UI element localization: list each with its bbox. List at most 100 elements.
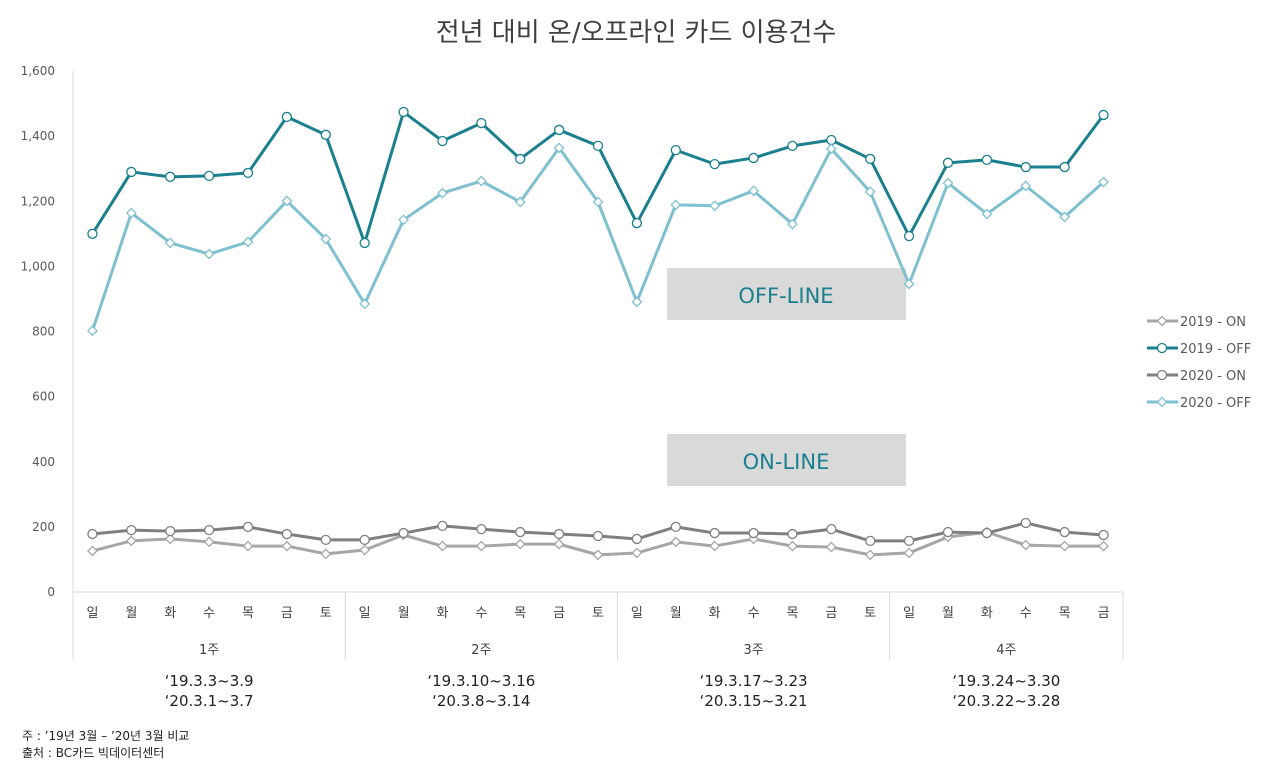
series-2020-off-point bbox=[942, 177, 954, 189]
series-2019-off-point bbox=[553, 124, 565, 136]
series-2019-on-point bbox=[125, 535, 137, 547]
x-tick-label: 수 bbox=[203, 606, 215, 621]
group-label: 4주 bbox=[996, 643, 1016, 658]
x-tick-label: 일 bbox=[631, 606, 643, 621]
legend-marker bbox=[1156, 369, 1168, 381]
series-2020-off-point bbox=[592, 196, 604, 208]
series-2020-on-point bbox=[398, 527, 409, 539]
legend-label: 2019 - ON bbox=[1180, 315, 1246, 330]
series-2020-on-point bbox=[203, 524, 215, 536]
series-2020-off-point bbox=[903, 278, 915, 290]
y-tick-label: 1,000 bbox=[21, 259, 55, 273]
series-2019-on-point bbox=[514, 538, 526, 550]
series-2020-off-point bbox=[553, 142, 565, 154]
series-2020-off-point bbox=[164, 237, 176, 249]
x-tick-label: 금 bbox=[825, 606, 837, 621]
series-2019-on-point bbox=[864, 549, 876, 561]
series-2019-off-point bbox=[398, 106, 409, 118]
x-tick-label: 목 bbox=[1059, 606, 1071, 621]
group-date-2020: ‘20.3.8~3.14 bbox=[432, 692, 530, 710]
series-2020-off-point bbox=[398, 214, 409, 226]
series-2020-off-point bbox=[125, 207, 137, 219]
y-tick-label: 800 bbox=[32, 325, 55, 339]
legend-marker bbox=[1156, 315, 1168, 327]
group-date-2019: ‘19.3.10~3.16 bbox=[427, 672, 535, 690]
series-2019-on-point bbox=[359, 544, 371, 556]
series-2019-off-point bbox=[87, 228, 98, 239]
x-tick-label: 월 bbox=[125, 606, 137, 621]
x-tick-label: 토 bbox=[320, 606, 332, 621]
series-2020-on-point bbox=[87, 528, 98, 540]
y-tick-label: 1,200 bbox=[21, 194, 55, 208]
series-2020-off-point bbox=[87, 325, 98, 337]
series-2019-off-point bbox=[670, 144, 681, 156]
series-2019-off-point bbox=[126, 166, 137, 178]
series-2019-on-point bbox=[709, 540, 721, 552]
y-tick-label: 400 bbox=[32, 455, 55, 469]
series-2020-off-point bbox=[320, 233, 332, 245]
group-date-2019: ‘19.3.24~3.30 bbox=[952, 672, 1060, 690]
series-2020-off-point bbox=[475, 175, 487, 187]
series-2020-off-point bbox=[670, 199, 682, 211]
series-2020-off-point bbox=[631, 296, 643, 308]
x-tick-label: 화 bbox=[981, 606, 993, 621]
x-tick-label: 토 bbox=[592, 606, 604, 621]
series-2020-off-point bbox=[709, 200, 721, 212]
legend-marker bbox=[1156, 396, 1168, 408]
online-label: ON-LINE bbox=[743, 450, 830, 474]
series-2020-on-point bbox=[476, 524, 487, 535]
series-2019-on-point bbox=[164, 533, 176, 545]
series-2019-off-point bbox=[359, 237, 370, 249]
y-tick-label: 0 bbox=[47, 585, 55, 599]
series-2020-on-point bbox=[1098, 529, 1109, 541]
series-2019-off-point bbox=[631, 217, 643, 229]
group-date-2020: ‘20.3.22~3.28 bbox=[952, 692, 1060, 710]
source-note: 출처 : BC카드 빅데이터센터 bbox=[22, 746, 165, 760]
series-2020-off-point bbox=[1020, 180, 1032, 192]
series-2019-on-point bbox=[281, 540, 293, 552]
y-tick-label: 200 bbox=[32, 520, 55, 534]
y-tick-label: 1,400 bbox=[21, 129, 55, 143]
group-date-2019: ‘19.3.3~3.9 bbox=[165, 672, 254, 690]
series-2020-off-point bbox=[787, 218, 798, 230]
x-tick-label: 금 bbox=[281, 606, 293, 621]
x-tick-label: 금 bbox=[1098, 606, 1110, 621]
legend-marker bbox=[1156, 342, 1168, 354]
series-2020-on-point bbox=[320, 534, 331, 546]
x-tick-label: 수 bbox=[1020, 606, 1032, 621]
series-2020-on-point bbox=[281, 528, 293, 540]
series-2020-on-point bbox=[670, 521, 681, 533]
series-2019-off-line bbox=[91, 110, 1105, 245]
series-2019-off-point bbox=[437, 135, 448, 147]
series-2020-on-point bbox=[515, 526, 526, 538]
series-2019-off-point bbox=[942, 157, 954, 168]
x-tick-label: 수 bbox=[748, 606, 760, 621]
series-2019-off-point bbox=[1059, 161, 1070, 173]
series-2019-off-point bbox=[592, 140, 604, 152]
series-2020-on-point bbox=[865, 535, 876, 547]
y-tick-label: 1,600 bbox=[21, 64, 55, 78]
series-2020-on-point bbox=[437, 520, 448, 532]
series-2020-on-point bbox=[826, 524, 837, 535]
series-2019-off-point bbox=[242, 167, 254, 179]
online-box bbox=[667, 434, 906, 486]
series-2019-off-point bbox=[903, 230, 915, 242]
y-tick-label: 600 bbox=[32, 390, 55, 404]
x-tick-label: 일 bbox=[86, 606, 98, 621]
series-2019-on-point bbox=[670, 536, 682, 548]
series-2020-on-point bbox=[787, 528, 798, 540]
x-tick-label: 목 bbox=[242, 606, 254, 621]
x-tick-label: 화 bbox=[709, 606, 721, 621]
series-2019-on-point bbox=[553, 538, 565, 550]
legend-label: 2020 - ON bbox=[1180, 369, 1246, 384]
series-2020-off-point bbox=[242, 236, 254, 248]
group-label: 3주 bbox=[743, 643, 763, 658]
x-tick-label: 목 bbox=[786, 606, 798, 621]
series-2020-on-point bbox=[709, 527, 720, 539]
x-tick-label: 토 bbox=[864, 606, 876, 621]
group-label: 1주 bbox=[199, 643, 219, 658]
series-2020-off-point bbox=[281, 195, 293, 207]
series-2020-off-point bbox=[437, 187, 448, 199]
x-tick-label: 화 bbox=[164, 606, 176, 621]
series-2020-off-point bbox=[1059, 211, 1071, 223]
